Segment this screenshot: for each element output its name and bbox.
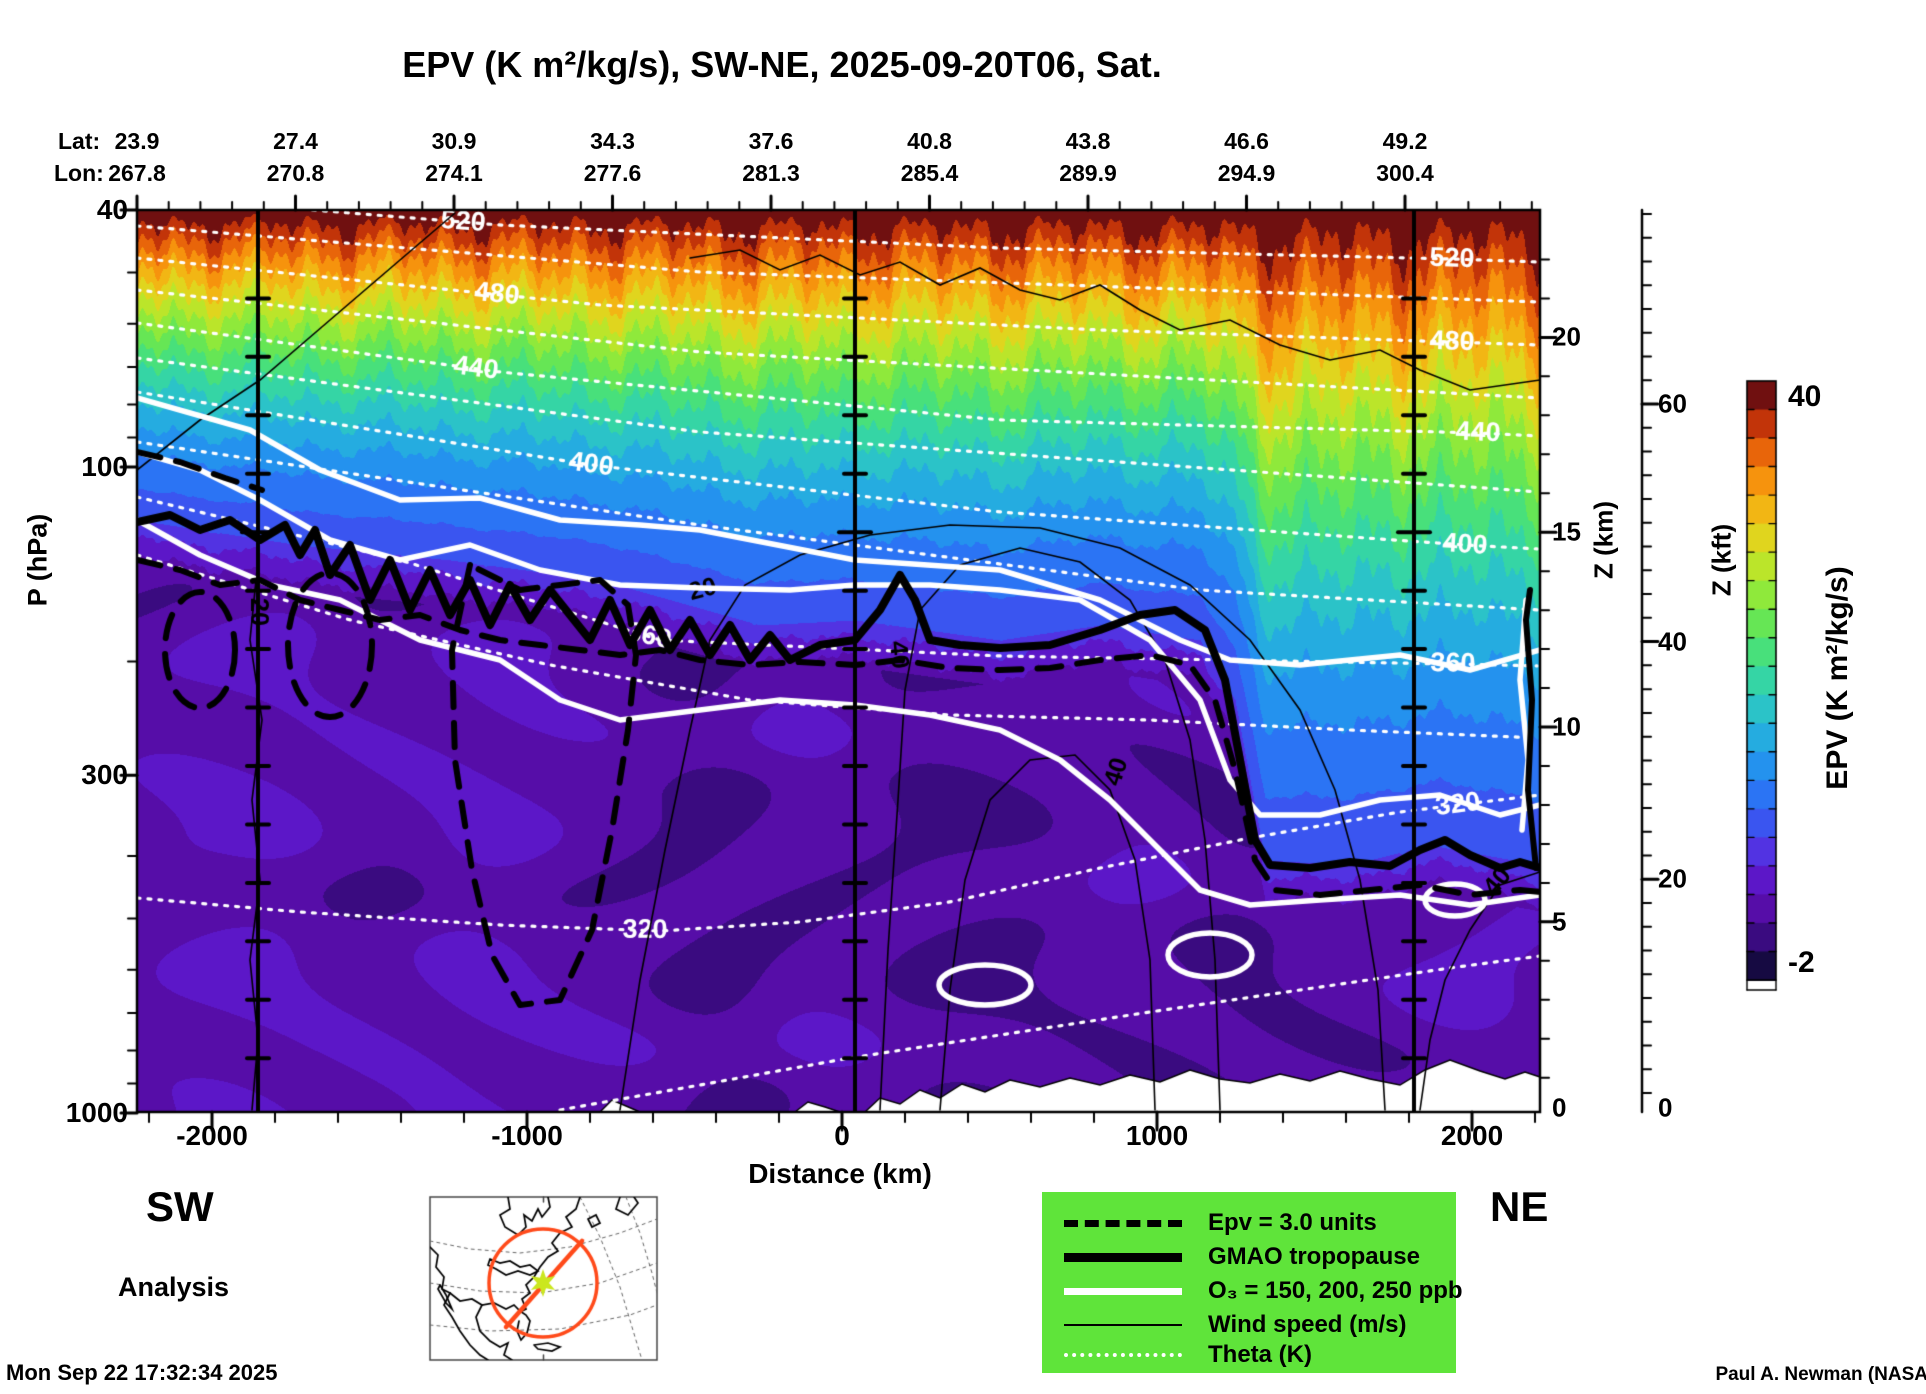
sw-endpoint-label: SW [146, 1183, 214, 1230]
credit: Paul A. Newman (NASA [1715, 1364, 1926, 1385]
z-km-tick-label: 10 [1552, 711, 1581, 742]
analysis-label: Analysis [118, 1272, 230, 1302]
pressure-tick-label: 40 [96, 194, 128, 225]
lon-tick-label: 289.9 [1059, 160, 1117, 186]
pressure-axis-label: P (hPa) [22, 513, 53, 607]
legend-item-epv3: Epv = 3.0 units [1042, 1206, 1456, 1240]
z-km-tick-label: 5 [1552, 906, 1567, 937]
z-km-tick-label: 20 [1552, 321, 1581, 352]
lon-axis-key: Lon: [54, 160, 104, 186]
lon-tick-label: 285.4 [900, 160, 959, 186]
pressure-tick-label: 300 [81, 759, 128, 791]
z-km-tick-label: 0 [1552, 1092, 1567, 1123]
theta-line-sample [1064, 1353, 1182, 1357]
distance-tick-label: 1000 [1125, 1120, 1189, 1151]
lon-tick-label: 270.8 [266, 160, 325, 186]
timestamp: Mon Sep 22 17:32:34 2025 [6, 1360, 278, 1385]
ozone-line-sample [1064, 1287, 1182, 1295]
legend-item-tropopause: GMAO tropopause [1042, 1240, 1456, 1274]
z-kft-axis-label: Z (kft) [1706, 523, 1737, 597]
legend-item-ozone: O₃ = 150, 200, 250 ppb [1042, 1274, 1463, 1308]
pressure-tick-label: 1000 [65, 1097, 128, 1129]
lon-tick-label: 300.4 [1376, 160, 1434, 186]
lat-tick-label: 40.8 [907, 128, 952, 154]
z-km-tick-label: 15 [1552, 516, 1581, 547]
lat-axis-key: Lat: [58, 128, 101, 154]
lon-tick-label: 277.6 [583, 160, 642, 186]
legend-label: Theta (K) [1208, 1341, 1312, 1368]
colorbar-min-label: -2 [1788, 946, 1815, 979]
z-kft-tick-label: 40 [1658, 626, 1687, 657]
lat-tick-label: 37.6 [748, 128, 794, 154]
distance-axis-label: Distance (km) [748, 1158, 932, 1189]
distance-tick-label: -2000 [176, 1120, 248, 1151]
z-kft-tick-label: 60 [1658, 388, 1687, 419]
colorbar-axis-label: EPV (K m²/kg/s) [1821, 566, 1854, 790]
lat-tick-label: 34.3 [590, 128, 635, 154]
pressure-tick-label: 100 [81, 451, 128, 483]
lat-tick-label: 23.9 [114, 128, 160, 154]
wind-line-sample [1064, 1324, 1182, 1326]
legend-label: GMAO tropopause [1208, 1243, 1421, 1270]
lat-tick-label: 27.4 [273, 128, 318, 154]
legend-label: Epv = 3.0 units [1208, 1209, 1377, 1236]
distance-tick-label: -1000 [491, 1120, 563, 1151]
z-kft-tick-label: 20 [1658, 863, 1687, 894]
legend-label: O₃ = 150, 200, 250 ppb [1208, 1277, 1463, 1304]
legend-item-wind: Wind speed (m/s) [1042, 1308, 1456, 1342]
lon-tick-label: 267.8 [108, 160, 166, 186]
lat-tick-label: 43.8 [1065, 128, 1111, 154]
ne-endpoint-label: NE [1490, 1183, 1549, 1230]
lon-tick-label: 274.1 [425, 160, 483, 186]
colorbar-max-label: 40 [1788, 380, 1822, 413]
distance-tick-label: 2000 [1440, 1120, 1504, 1151]
lat-tick-label: 49.2 [1382, 128, 1428, 154]
epv3-line-sample [1064, 1219, 1182, 1227]
lon-tick-label: 294.9 [1217, 160, 1276, 186]
lat-tick-label: 30.9 [431, 128, 477, 154]
lat-tick-label: 46.6 [1224, 128, 1269, 154]
legend-item-theta: Theta (K) [1042, 1338, 1456, 1372]
tropopause-line-sample [1064, 1252, 1182, 1262]
lon-tick-label: 281.3 [742, 160, 800, 186]
z-kft-tick-label: 0 [1658, 1092, 1673, 1123]
page-title: EPV (K m²/kg/s), SW-NE, 2025-09-20T06, S… [402, 44, 1162, 85]
legend: Epv = 3.0 units GMAO tropopause O₃ = 150… [1042, 1192, 1463, 1373]
legend-label: Wind speed (m/s) [1208, 1311, 1407, 1338]
distance-tick-label: 0 [834, 1120, 850, 1151]
z-km-axis-label: Z (km) [1588, 501, 1619, 579]
